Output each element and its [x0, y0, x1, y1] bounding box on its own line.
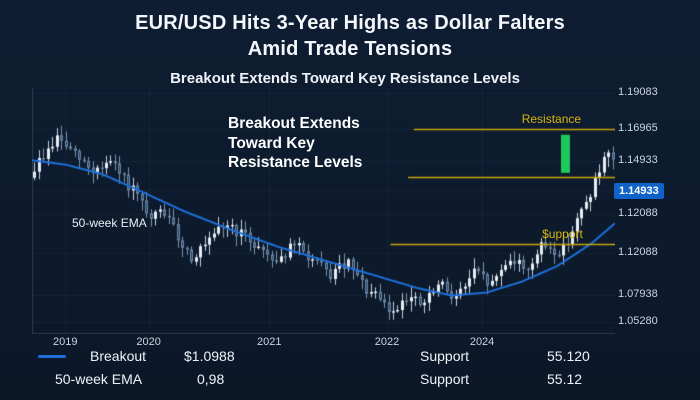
y-axis-label: 1.14933 [618, 154, 658, 167]
legend-value: 55.12 [547, 371, 583, 387]
headline-line2: Amid Trade Tensions [247, 38, 453, 60]
legend-value: 0,98 [197, 371, 225, 387]
y-axis-label: 1.12088 [618, 206, 658, 219]
y-axis-label: 1.07938 [618, 287, 658, 300]
x-axis-label: 2019 [52, 336, 78, 348]
legend-label: Breakout [90, 348, 147, 364]
legend-row-ema: 50-week EMA 0,98 Support 55.12 [0, 371, 700, 393]
breakout-annotation-line3: Resistance Levels [228, 154, 363, 171]
y-axis-label: 1.16965 [618, 122, 658, 135]
x-axis-label: 2020 [136, 336, 161, 348]
last-price-badge: 1.14933 [614, 183, 664, 200]
breakout-line-swatch [38, 355, 66, 358]
x-axis-label: 2021 [257, 336, 282, 348]
y-axis-label: 1.12088 [618, 246, 658, 259]
legend: Breakout $1.0988 Support 55.120 50-week … [0, 344, 700, 400]
page-title: EUR/USD Hits 3-Year Highs as Dollar Falt… [0, 10, 700, 62]
breakout-annotation-line2: Toward Key [228, 134, 315, 152]
ema-label: 50-week EMA [72, 216, 147, 230]
legend-value: 55.120 [547, 348, 590, 364]
price-chart: Breakout Extends Toward Key Resistance L… [32, 88, 615, 334]
y-axis-label: 1.19083 [618, 85, 658, 98]
x-axis-label: 2024 [469, 336, 495, 348]
legend-label: 50-week EMA [55, 371, 143, 387]
y-axis: 1.19083 1.16965 1.14933 1.14933 1.12088 1.120… [614, 85, 700, 338]
legend-label: Support [420, 348, 470, 364]
support-line-label: $upport [542, 227, 583, 242]
legend-value: $1.0988 [184, 348, 235, 364]
headline-line1: EUR/USD Hits 3-Year Highs as Dollar Falt… [135, 12, 565, 34]
y-axis-label: 1.05280 [618, 314, 658, 327]
x-axis: 2019 2020 2021 2022 2024 [32, 336, 615, 350]
breakout-annotation-line1: Breakout Extends [228, 115, 360, 132]
chart-subtitle: Breakout Extends Toward Key Resistance L… [170, 70, 520, 87]
resistance-line-label: Resistance [521, 111, 582, 126]
breakout-annotation: Breakout Extends Toward Key Resistance L… [228, 114, 362, 173]
candlestick-canvas [32, 88, 615, 334]
legend-row-breakout: Breakout $1.0988 Support 55.120 [0, 348, 700, 370]
legend-label: Support [420, 371, 470, 387]
x-axis-label: 2022 [374, 336, 400, 348]
